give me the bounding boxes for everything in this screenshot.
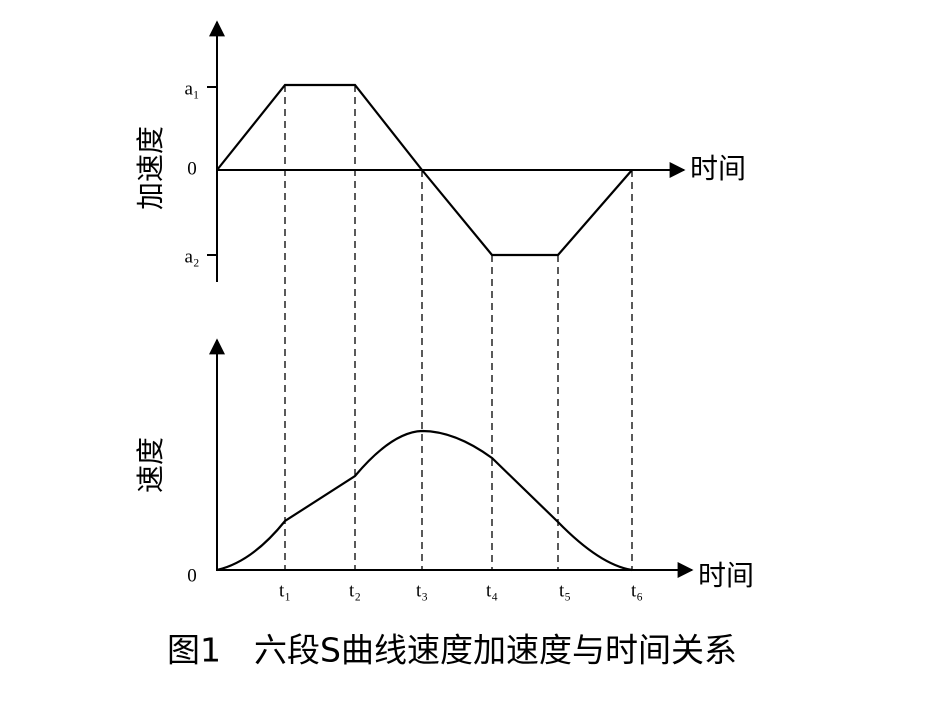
t-label: t₆ <box>631 580 643 601</box>
a2-label: a₂ <box>184 246 199 267</box>
t-label: t₅ <box>559 580 571 601</box>
caption: 图1 六段S曲线速度加速度与时间关系 <box>167 631 737 670</box>
vel-zero: 0 <box>187 565 197 586</box>
a1-label: a₁ <box>184 78 199 99</box>
t-label: t₁ <box>279 580 291 601</box>
t-label: t₃ <box>416 580 428 601</box>
guides <box>284 85 633 570</box>
t-label: t₂ <box>349 580 361 601</box>
accel-x-label: 时间 <box>690 152 746 185</box>
accel-y-label: 加速度 <box>134 126 167 210</box>
accel-zero: 0 <box>187 158 197 179</box>
t-label: t₄ <box>486 580 498 601</box>
velocity-curve <box>216 429 633 572</box>
vel-y-label: 速度 <box>134 437 167 493</box>
vel-x-label: 时间 <box>698 559 754 592</box>
